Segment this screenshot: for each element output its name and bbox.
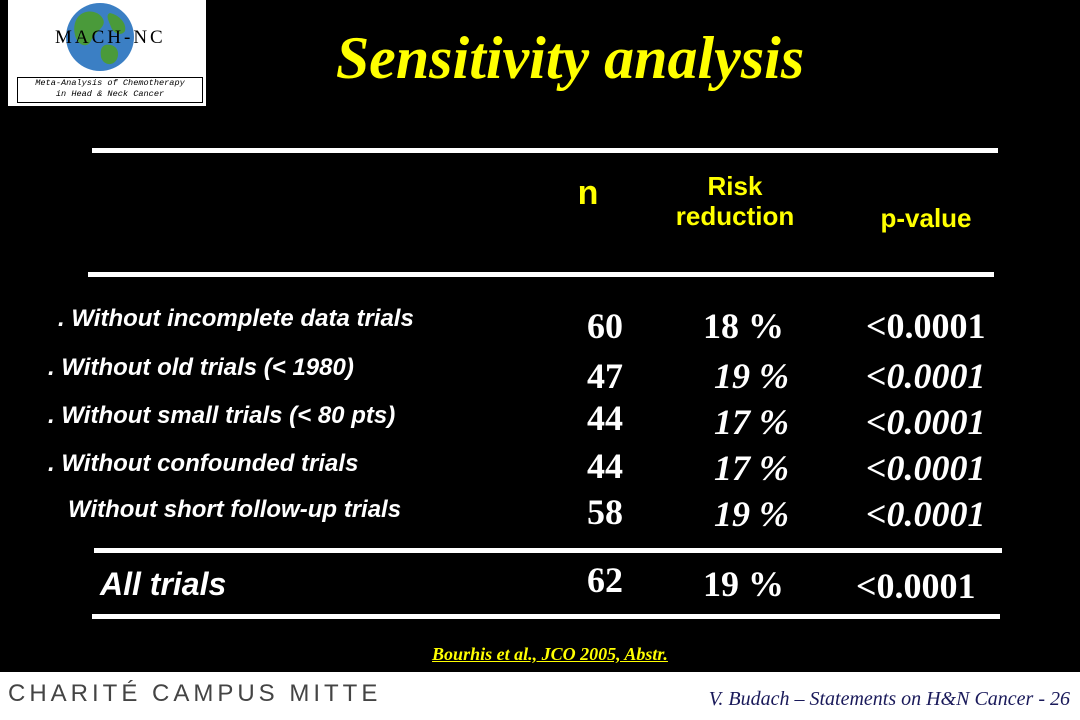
row-n: 58	[587, 492, 623, 532]
globe-icon	[66, 3, 134, 71]
institution-logo: CHARITÉ CAMPUS MITTE	[8, 680, 382, 707]
citation: Bourhis et al., JCO 2005, Abstr.	[432, 644, 668, 664]
header-risk-reduction: Risk reduction	[660, 171, 810, 232]
logo-subtitle-line-2: in Head & Neck Cancer	[55, 89, 165, 99]
logo-subtitle-line-1: Meta-Analysis of Chemotherapy	[35, 78, 185, 88]
row-risk: 19 %	[714, 356, 789, 396]
row-p-value: <0.0001	[866, 306, 986, 346]
row-p-value: <0.0001	[866, 356, 986, 396]
row-risk: 17 %	[714, 402, 789, 442]
total-bottom-rule	[92, 614, 1000, 619]
row-n: 44	[587, 446, 623, 486]
row-label: . Without old trials (< 1980)	[48, 354, 354, 381]
row-label: . Without confounded trials	[48, 450, 359, 477]
row-risk: 19 %	[714, 494, 789, 534]
logo-subtitle: Meta-Analysis of Chemotherapy in Head & …	[17, 77, 203, 103]
header-risk-line-1: Risk	[707, 171, 763, 201]
row-n: 60	[587, 306, 623, 346]
page-title: Sensitivity analysis	[335, 25, 805, 91]
row-p-value: <0.0001	[866, 448, 986, 488]
row-p-value: <0.0001	[866, 494, 986, 534]
total-p-value: <0.0001	[856, 566, 976, 606]
total-top-rule	[94, 548, 1002, 553]
total-risk: 19 %	[703, 564, 784, 604]
row-label: . Without small trials (< 80 pts)	[48, 402, 396, 429]
logo-wordmark: MACH-NC	[55, 27, 166, 48]
row-label: . Without incomplete data trials	[58, 305, 414, 332]
table-top-rule	[92, 148, 998, 153]
row-n: 44	[587, 398, 623, 438]
header-n: n	[577, 174, 599, 212]
table-header-rule	[88, 272, 994, 277]
header-risk-line-2: reduction	[675, 200, 795, 231]
row-risk: 17 %	[714, 448, 789, 488]
footer-note: V. Budach – Statements on H&N Cancer - 2…	[708, 688, 1070, 710]
total-label: All trials	[100, 566, 227, 602]
header-p-value: p-value	[880, 203, 972, 233]
footer-bar	[0, 672, 1080, 720]
row-label: Without short follow-up trials	[68, 496, 402, 523]
row-n: 47	[587, 356, 623, 396]
row-risk: 18 %	[703, 306, 784, 346]
total-n: 62	[587, 560, 623, 600]
row-p-value: <0.0001	[866, 402, 986, 442]
mach-nc-logo: MACH-NC Meta-Analysis of Chemotherapy in…	[8, 0, 206, 106]
